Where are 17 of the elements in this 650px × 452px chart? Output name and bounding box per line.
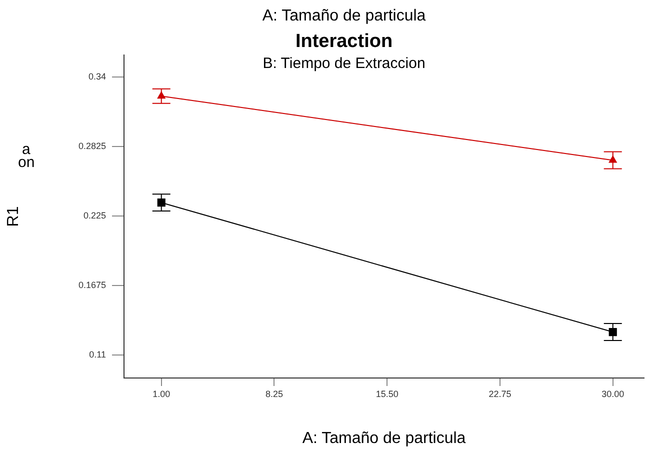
x-tick-label: 22.75 xyxy=(488,388,512,399)
y-tick-label: 0.225 xyxy=(83,210,106,220)
y-tick-label: 0.34 xyxy=(88,71,106,82)
chart-title: Interaction xyxy=(295,31,393,52)
x-tick-label: 8.25 xyxy=(265,388,284,399)
y-axis-title: R1 xyxy=(5,206,22,227)
y-tick-label: 0.1675 xyxy=(78,280,106,290)
text: A: Tamaño de particula xyxy=(262,7,426,24)
chart-subtitle: B: Tiempo de Extraccion xyxy=(262,55,426,72)
y-tick-label: 0.11 xyxy=(89,350,106,360)
x-tick-label: 15.50 xyxy=(376,388,398,399)
point xyxy=(157,198,166,207)
x-axis-title: A: Tamaño de particula xyxy=(302,430,466,447)
point xyxy=(608,328,617,336)
x-tick-label: 30.00 xyxy=(602,388,624,399)
x-tick-label: 1.00 xyxy=(152,388,170,399)
y-tick-label: 0.2825 xyxy=(78,140,106,151)
